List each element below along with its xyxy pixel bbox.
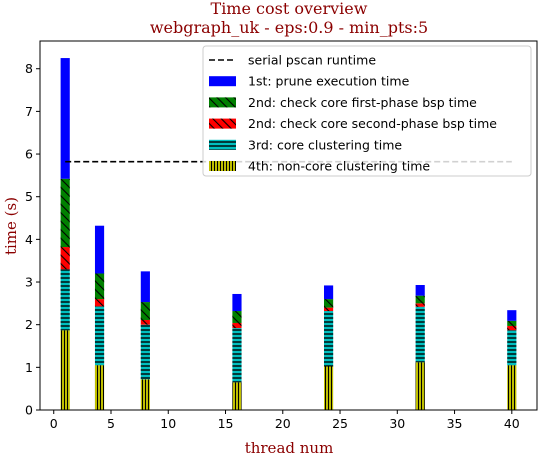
bar-2nd-check-core-second-phase-bsp-time-x8-hatch — [140, 319, 150, 325]
y-tick-label-0: 0 — [25, 403, 33, 418]
legend-box — [202, 45, 532, 177]
bar-4th-non-core-clustering-time-x32-hatch — [415, 362, 425, 410]
y-tick-label-1: 1 — [25, 360, 33, 375]
bar-1st-prune-execution-time-x16 — [232, 293, 242, 312]
legend-label-2nd-check-core-first-phase-bsp-time: 2nd: check core first-phase bsp time — [248, 95, 477, 110]
bar-3rd-core-clustering-time-x8-hatch — [140, 324, 150, 380]
bar-3rd-core-clustering-time-x40-hatch — [507, 330, 517, 366]
legend-swatch-hatch-2nd-check-core-first-phase-bsp-time — [209, 97, 236, 108]
legend-swatch-hatch-4th-non-core-clustering-time — [209, 161, 236, 171]
y-tick-label-3: 3 — [25, 275, 33, 290]
x-tick-label-5: 5 — [107, 416, 115, 431]
x-tick-label-10: 10 — [160, 416, 176, 431]
legend-label-1st-prune-execution-time: 1st: prune execution time — [248, 74, 410, 89]
x-tick-label-25: 25 — [332, 416, 348, 431]
y-tick-label-4: 4 — [25, 232, 33, 247]
bars-group — [60, 58, 517, 410]
bar-2nd-check-core-first-phase-bsp-time-x40-hatch — [507, 320, 517, 326]
y-axis-ticks: 0 1 2 3 4 5 6 7 8 — [25, 61, 40, 418]
legend-swatch-1st-prune-execution-time — [209, 76, 236, 87]
x-tick-label-15: 15 — [218, 416, 234, 431]
bar-3rd-core-clustering-time-x4-hatch — [94, 306, 105, 366]
bar-2nd-check-core-first-phase-bsp-time-x24-hatch — [324, 299, 334, 308]
y-tick-label-6: 6 — [25, 147, 33, 162]
chart-title: Time cost overview — [211, 0, 368, 18]
y-tick-label-8: 8 — [25, 61, 33, 76]
bar-3rd-core-clustering-time-x16-hatch — [232, 328, 242, 383]
chart-subtitle: webgraph_uk - eps:0.9 - min_pts:5 — [150, 18, 428, 37]
x-tick-label-40: 40 — [504, 416, 520, 431]
bar-2nd-check-core-second-phase-bsp-time-x24-hatch — [324, 307, 334, 312]
bar-2nd-check-core-second-phase-bsp-time-x16-hatch — [232, 322, 242, 329]
bar-4th-non-core-clustering-time-x4-hatch — [94, 365, 105, 410]
x-tick-label-35: 35 — [447, 416, 463, 431]
bar-1st-prune-execution-time-x40 — [507, 310, 517, 321]
legend-label-2nd-check-core-second-phase-bsp-time: 2nd: check core second-phase bsp time — [248, 116, 497, 131]
bar-1st-prune-execution-time-x4 — [94, 225, 105, 274]
bar-3rd-core-clustering-time-x32-hatch — [415, 306, 425, 363]
legend-label-4th-non-core-clustering-time: 4th: non-core clustering time — [248, 159, 430, 174]
bar-2nd-check-core-second-phase-bsp-time-x4-hatch — [94, 299, 105, 307]
legend-swatch-hatch-3rd-core-clustering-time — [209, 139, 236, 150]
legend: serial pscan runtime 1st: prune execution… — [202, 45, 532, 177]
bar-3rd-core-clustering-time-x24-hatch — [324, 311, 334, 367]
bar-4th-non-core-clustering-time-x8-hatch — [140, 379, 150, 410]
x-tick-label-30: 30 — [389, 416, 405, 431]
y-axis-label: time (s) — [2, 197, 20, 255]
x-tick-label-0: 0 — [50, 416, 58, 431]
bar-4th-non-core-clustering-time-x1-hatch — [60, 330, 70, 410]
y-tick-label-2: 2 — [25, 317, 33, 332]
bar-2nd-check-core-second-phase-bsp-time-x40-hatch — [507, 325, 517, 331]
bar-2nd-check-core-second-phase-bsp-time-x1-hatch — [60, 247, 70, 270]
bar-2nd-check-core-first-phase-bsp-time-x8-hatch — [140, 302, 150, 320]
bar-4th-non-core-clustering-time-x24-hatch — [324, 366, 334, 410]
y-tick-label-5: 5 — [25, 189, 33, 204]
bar-4th-non-core-clustering-time-x16-hatch — [232, 382, 242, 410]
bar-2nd-check-core-first-phase-bsp-time-x32-hatch — [415, 295, 425, 304]
legend-label-3rd-core-clustering-time: 3rd: core clustering time — [248, 137, 402, 152]
bar-3rd-core-clustering-time-x1-hatch — [60, 269, 70, 331]
bar-2nd-check-core-first-phase-bsp-time-x4-hatch — [94, 273, 105, 300]
legend-swatch-hatch-2nd-check-core-second-phase-bsp-time — [209, 118, 236, 129]
y-tick-label-7: 7 — [25, 104, 33, 119]
bar-1st-prune-execution-time-x1 — [60, 58, 70, 179]
x-axis-label: thread num — [245, 439, 334, 456]
legend-label-serial-pscan-runtime: serial pscan runtime — [248, 53, 376, 68]
plot-area-frame — [39, 40, 538, 411]
bar-1st-prune-execution-time-x24 — [324, 285, 334, 300]
bar-2nd-check-core-second-phase-bsp-time-x32-hatch — [415, 303, 425, 307]
bar-1st-prune-execution-time-x8 — [140, 271, 150, 303]
x-tick-label-20: 20 — [275, 416, 291, 431]
bar-2nd-check-core-first-phase-bsp-time-x1-hatch — [60, 178, 70, 248]
bar-4th-non-core-clustering-time-x40-hatch — [507, 365, 517, 410]
x-axis-ticks: 0 5 10 15 20 25 30 35 40 — [50, 410, 520, 431]
bar-1st-prune-execution-time-x32 — [415, 285, 425, 296]
bar-2nd-check-core-first-phase-bsp-time-x16-hatch — [232, 311, 242, 323]
